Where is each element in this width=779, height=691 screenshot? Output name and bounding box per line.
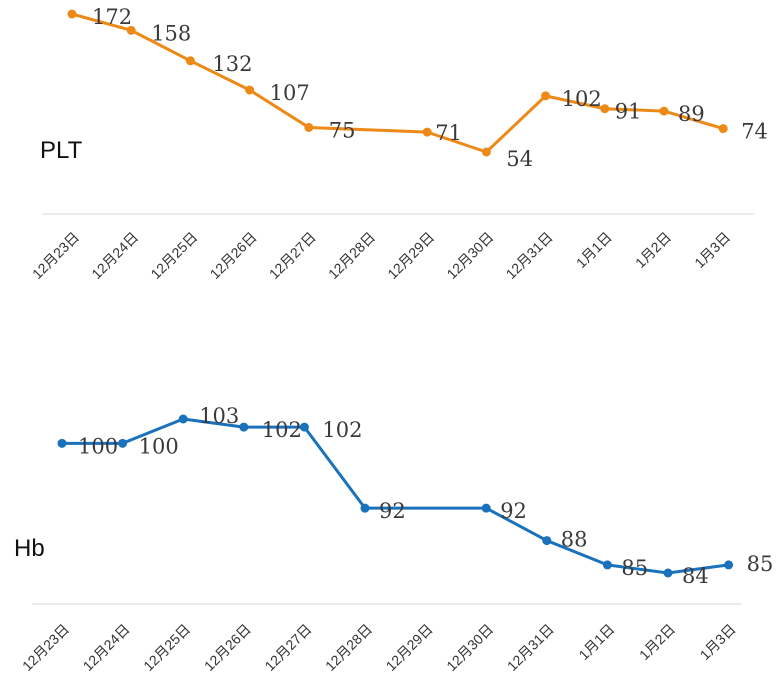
x-tick-label: 12月23日 [19,621,72,674]
data-point [481,147,491,157]
x-tick-label: 12月28日 [325,229,378,282]
data-point [481,503,491,513]
data-label: 103 [199,404,239,428]
data-point [239,422,249,432]
x-tick-label: 12月24日 [88,229,141,282]
x-tick-label: 12月25日 [147,229,200,282]
x-tick-label: 12月29日 [383,621,436,674]
data-label: 100 [139,434,179,458]
data-point [659,106,669,116]
data-label: 132 [212,52,252,76]
x-tick-label: 12月27日 [266,229,319,282]
data-point [422,127,432,137]
x-tick-label: 12月29日 [384,229,437,282]
x-tick-label: 1月1日 [575,621,617,663]
series-title: Hb [14,535,45,562]
data-label: 85 [621,556,648,580]
x-tick-label: 1月1日 [573,229,615,271]
data-point [57,438,67,448]
data-label: 89 [678,102,705,126]
x-tick-label: 12月31日 [504,621,557,674]
data-label: 88 [561,528,588,552]
x-tick-label: 12月28日 [322,621,375,674]
x-tick-label: 12月23日 [29,229,82,282]
x-tick-label: 12月30日 [443,621,496,674]
hb-chart: Hb 100 100 103 102 102 92 92 88 85 84 85 12月23日 12月24… [14,404,773,674]
data-point [541,91,551,101]
x-tick-label: 12月31日 [503,229,556,282]
data-label: 102 [562,87,602,111]
data-point [724,560,734,570]
data-label: 102 [262,418,302,442]
data-point [126,25,136,35]
data-label: 75 [329,118,356,142]
data-point [178,414,188,424]
x-tick-label: 12月26日 [207,229,260,282]
x-tick-label: 12月24日 [80,621,133,674]
data-point [600,104,610,114]
data-label: 107 [270,81,310,105]
x-tick-label: 12月27日 [261,621,314,674]
data-label: 71 [435,121,462,145]
data-label: 92 [379,499,406,523]
data-label: 158 [151,21,191,45]
data-point [245,85,255,95]
data-label: 54 [506,147,533,171]
x-tick-label: 1月3日 [691,229,733,271]
data-point [118,438,128,448]
data-point [299,422,309,432]
data-label: 102 [322,418,362,442]
data-label: 91 [615,100,642,124]
data-label: 74 [741,120,768,144]
data-point [663,568,673,578]
x-tick-label: 1月2日 [632,229,674,271]
data-label: 92 [500,499,527,523]
data-point [542,536,552,546]
x-tick-label: 12月26日 [201,621,254,674]
x-tick-label: 1月2日 [636,621,678,663]
data-point [304,122,314,132]
data-point [185,56,195,66]
data-point [360,503,370,513]
data-point [67,9,77,19]
data-point [718,124,728,134]
series-title: PLT [40,137,83,164]
x-tick-label: 1月3日 [697,621,739,663]
data-label: 100 [78,434,118,458]
data-label: 172 [92,5,132,29]
data-point [602,560,612,570]
x-tick-label: 12月25日 [140,621,193,674]
data-label: 84 [682,564,709,588]
x-tick-label: 12月30日 [443,229,496,282]
data-label: 85 [747,552,774,576]
